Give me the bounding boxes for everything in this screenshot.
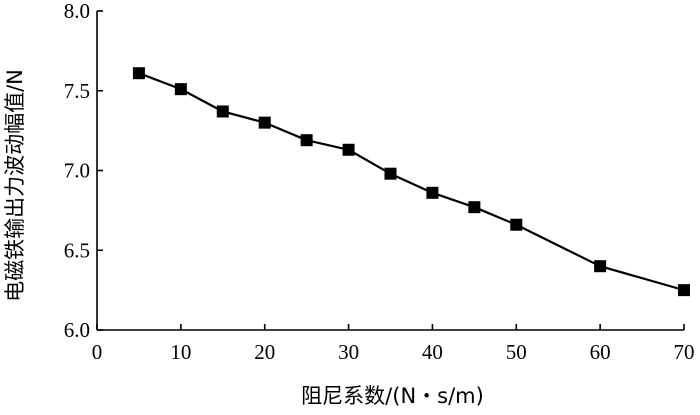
data-point-marker	[216, 105, 229, 118]
x-tick-label: 20	[254, 340, 275, 364]
data-point-marker	[510, 218, 523, 231]
data-point-marker	[300, 134, 313, 147]
y-tick-label: 7.5	[64, 79, 90, 103]
data-point-marker	[678, 284, 690, 297]
y-ticks: 6.0 6.5 7.0 7.5 8.0	[64, 0, 103, 342]
data-point-marker	[384, 167, 397, 180]
x-ticks: 0 10 20 30 40 50 60 70	[92, 324, 695, 364]
x-tick-label: 40	[422, 340, 443, 364]
x-tick-label: 60	[590, 340, 611, 364]
data-point-marker	[594, 260, 607, 273]
x-tick-label: 10	[170, 340, 191, 364]
data-point-marker	[258, 116, 271, 129]
y-tick-label: 6.5	[64, 238, 90, 262]
y-tick-label: 7.0	[64, 159, 90, 183]
y-tick-label: 6.0	[64, 318, 90, 342]
data-point-marker	[132, 67, 145, 80]
x-tick-label: 70	[674, 340, 695, 364]
data-point-marker	[342, 143, 355, 156]
y-axis-title: 电磁铁输出力波动幅值/N	[3, 69, 27, 302]
x-tick-label: 0	[92, 340, 103, 364]
data-point-marker	[468, 201, 481, 214]
x-axis-title: 阻尼系数/(N・s/m)	[301, 384, 484, 408]
y-tick-label: 8.0	[64, 0, 90, 23]
x-tick-label: 30	[338, 340, 359, 364]
series-layer	[132, 67, 690, 297]
series-line	[138, 72, 685, 292]
data-point-marker	[174, 83, 187, 96]
data-point-marker	[426, 186, 439, 199]
x-tick-label: 50	[506, 340, 527, 364]
